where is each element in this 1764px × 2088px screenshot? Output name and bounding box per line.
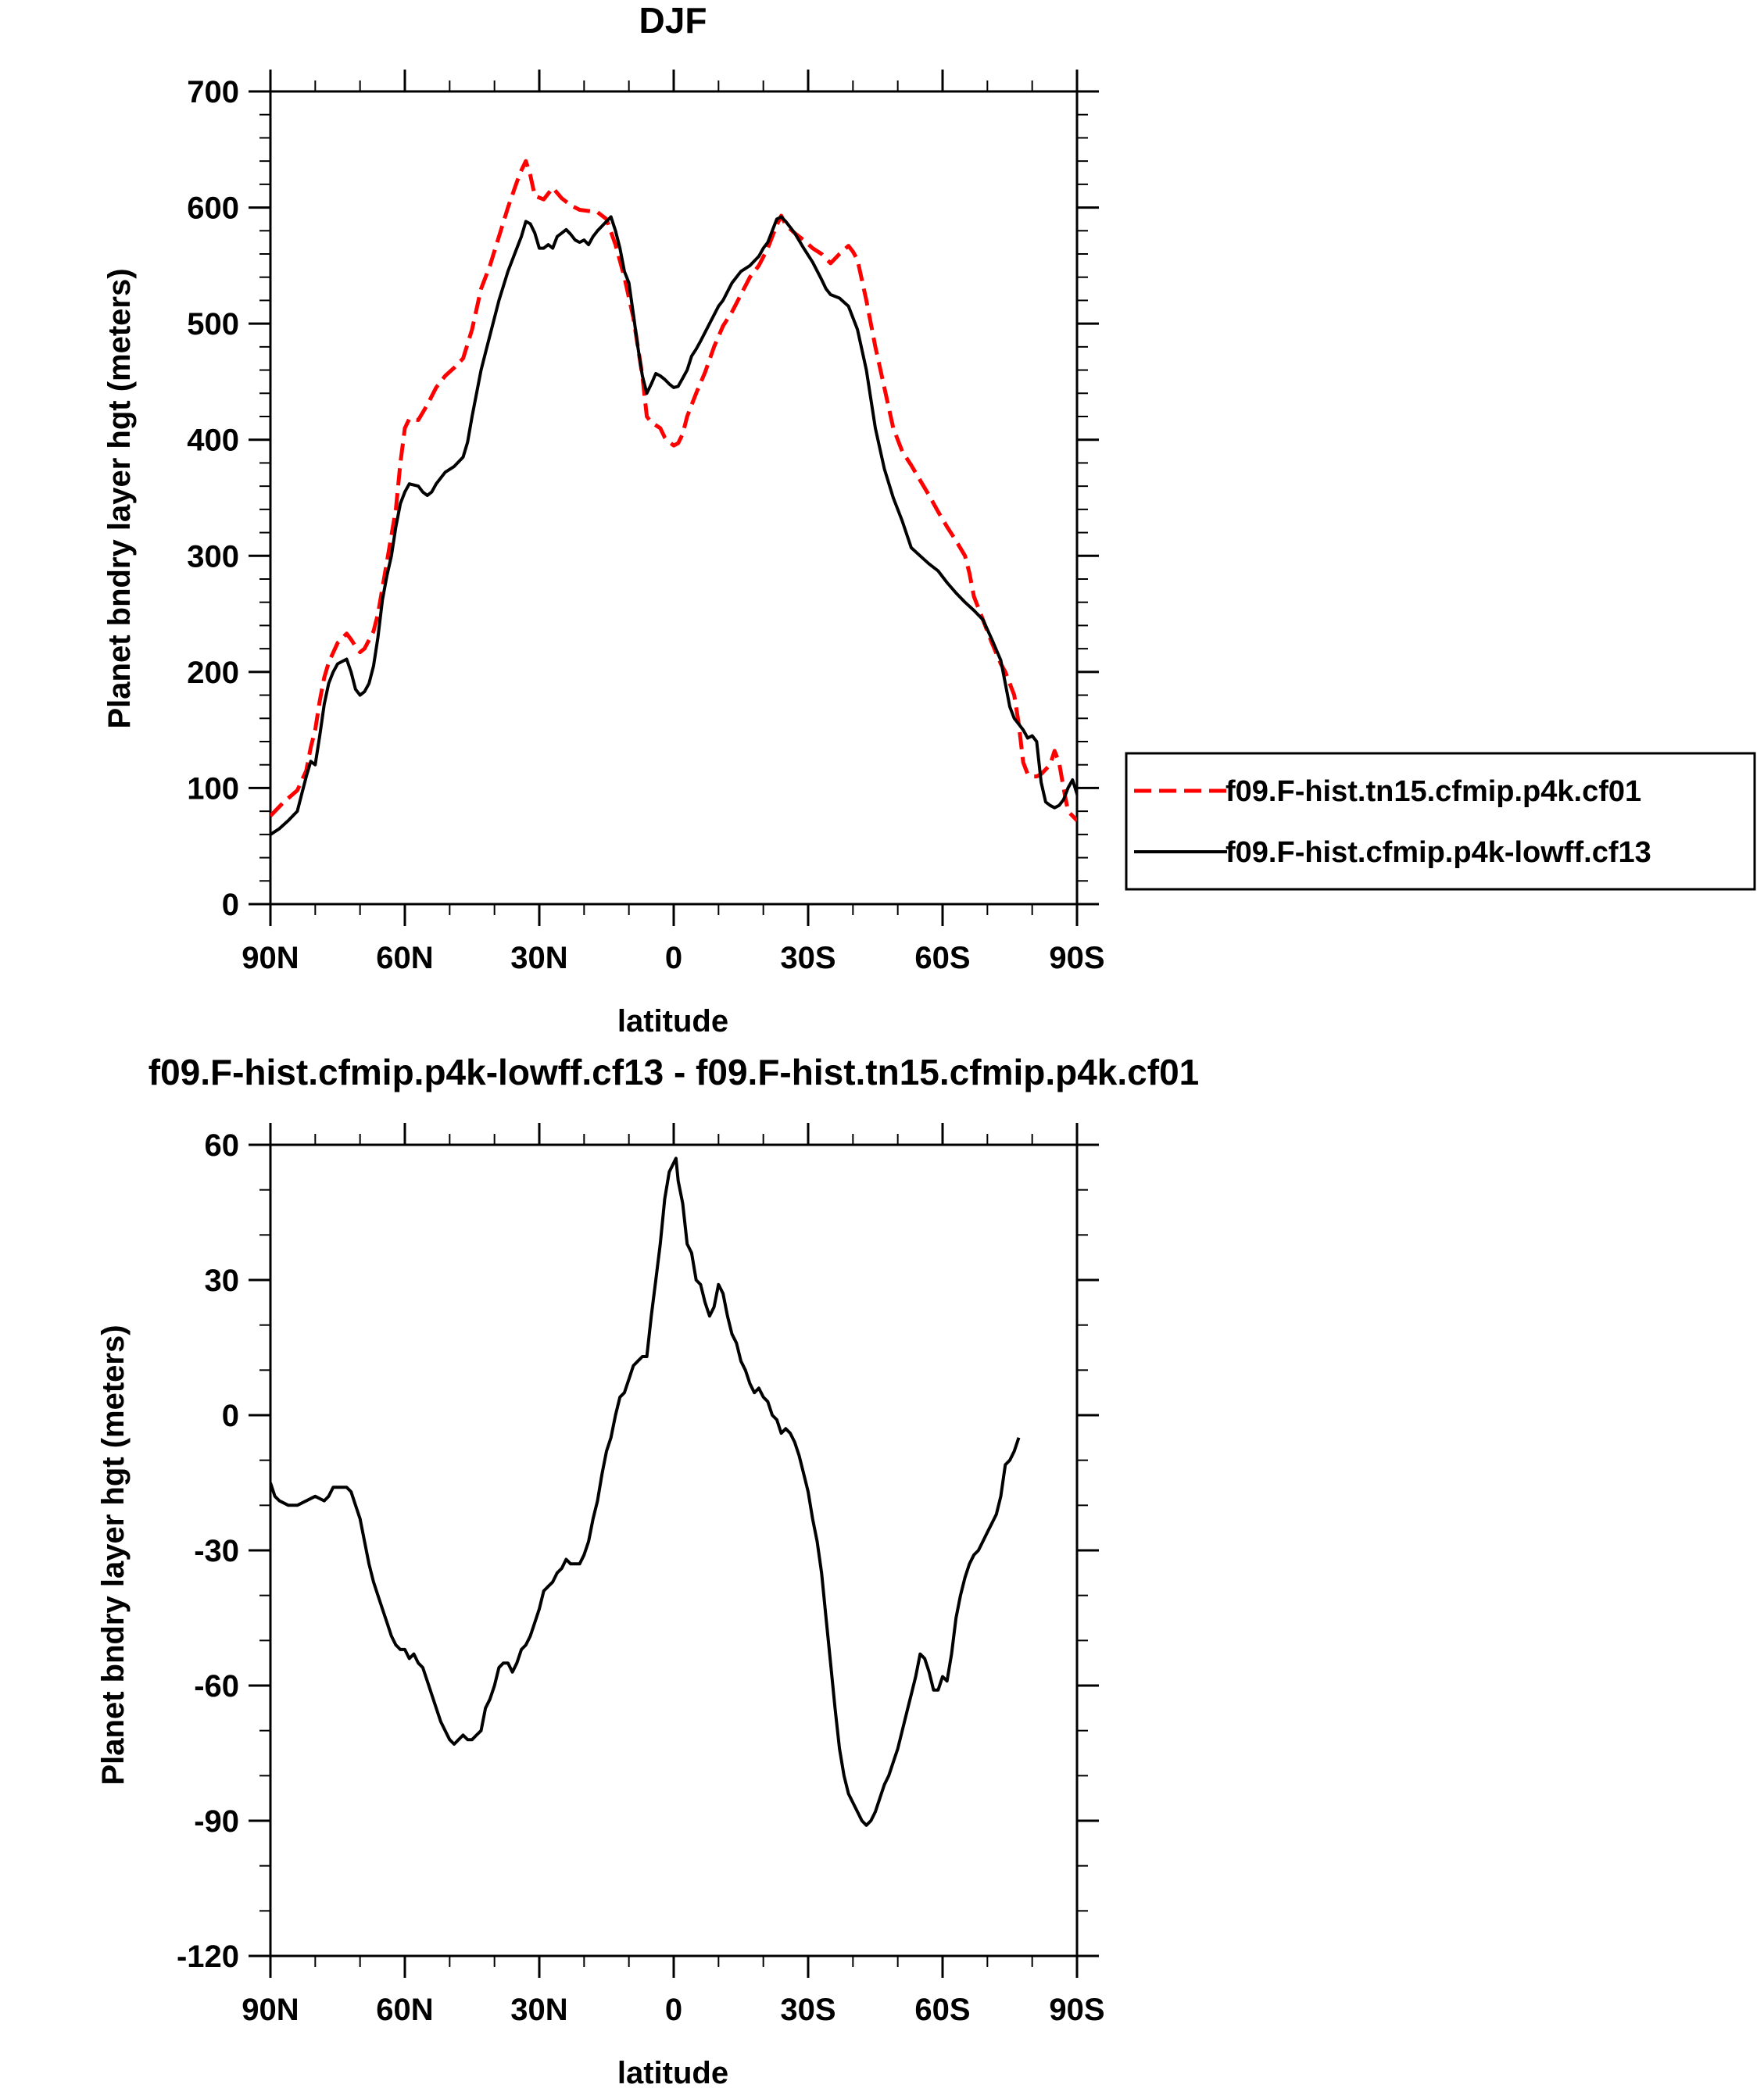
panel2-xlabel: latitude xyxy=(617,2056,728,2088)
y-tick-label: -60 xyxy=(194,1669,239,1704)
legend-box xyxy=(1125,752,1756,891)
x-tick-label: 90S xyxy=(1049,941,1104,975)
x-tick-label: 60S xyxy=(914,1993,970,2027)
panel1-xlabel: latitude xyxy=(617,1004,728,1039)
legend: f09.F-hist.tn15.cfmip.p4k.cf01 f09.F-his… xyxy=(1125,752,1756,891)
y-tick-label: 200 xyxy=(187,656,239,690)
y-tick-label: -90 xyxy=(194,1804,239,1839)
x-tick-label: 90N xyxy=(242,1993,299,2027)
y-tick-label: 700 xyxy=(187,75,239,109)
y-tick-label: 30 xyxy=(205,1264,240,1298)
panel1-ylabel: Planet bndry layer hgt (meters) xyxy=(102,268,137,728)
panel2-series xyxy=(270,1157,1021,1827)
y-tick-label: 500 xyxy=(187,307,239,341)
panel2-axes: -120 -90 -60 -30 0 30 60 90N 60N 30N 0 30S 60S 90S xyxy=(177,1123,1105,2027)
y-tick-label: 300 xyxy=(187,539,239,574)
x-tick-label: 60S xyxy=(914,941,970,975)
x-tick-label: 60N xyxy=(376,941,433,975)
x-tick-label: 30S xyxy=(780,1993,835,2027)
panel1-title: DJF xyxy=(639,0,707,41)
y-tick-label: 60 xyxy=(205,1128,240,1163)
x-tick-label: 90N xyxy=(242,941,299,975)
x-tick-label: 30S xyxy=(780,941,835,975)
y-tick-label: 0 xyxy=(222,888,239,922)
plot-frame xyxy=(269,90,1079,906)
y-tick-label: 400 xyxy=(187,424,239,458)
panel2-title: f09.F-hist.cfmip.p4k-lowff.cf13 - f09.F-… xyxy=(148,1052,1200,1092)
x-tick-label: 30N xyxy=(510,1993,567,2027)
x-tick-label: 60N xyxy=(376,1993,433,2027)
panel2-ylabel: Planet bndry layer hgt (meters) xyxy=(96,1325,131,1785)
legend-label-1: f09.F-hist.cfmip.p4k-lowff.cf13 xyxy=(1225,836,1651,869)
x-tick-label: 30N xyxy=(510,941,567,975)
panel1-axes: 0 100 200 300 400 500 600 700 90N 60N 30N 0 30S 60S 90… xyxy=(187,70,1105,975)
y-tick-label: -120 xyxy=(177,1940,239,1974)
x-tick-label: 90S xyxy=(1049,1993,1104,2027)
x-tick-label: 0 xyxy=(665,941,682,975)
legend-label-0: f09.F-hist.tn15.cfmip.p4k.cf01 xyxy=(1225,775,1641,808)
plot-frame xyxy=(269,1143,1079,1958)
series-line-0 xyxy=(270,159,1077,822)
series-line-0 xyxy=(270,1157,1021,1827)
y-tick-label: 600 xyxy=(187,191,239,226)
y-tick-label: -30 xyxy=(194,1534,239,1568)
series-line-1 xyxy=(270,215,1077,836)
y-tick-label: 0 xyxy=(222,1399,239,1433)
x-tick-label: 0 xyxy=(665,1993,682,2027)
panel1-series xyxy=(270,159,1077,836)
y-tick-label: 100 xyxy=(187,771,239,806)
